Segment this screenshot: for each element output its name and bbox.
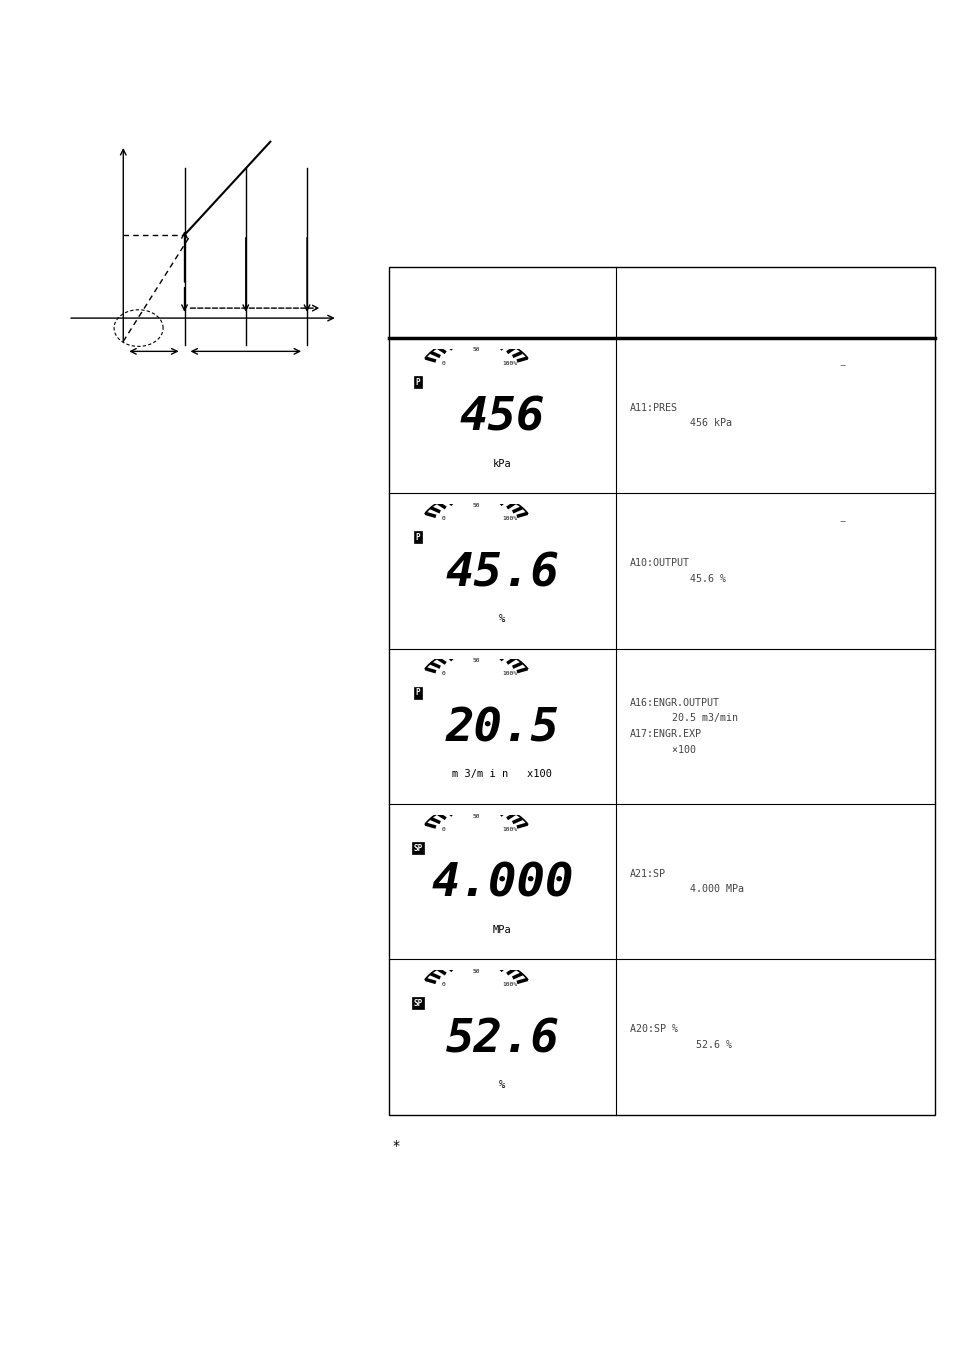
Text: 100%: 100% xyxy=(502,982,517,988)
Text: 50: 50 xyxy=(472,658,479,663)
Text: 0: 0 xyxy=(440,671,444,677)
Text: A10:OUTPUT
          45.6 %: A10:OUTPUT 45.6 % xyxy=(629,558,725,584)
Text: 100%: 100% xyxy=(502,516,517,521)
Text: 20.5: 20.5 xyxy=(445,707,558,751)
Text: 0: 0 xyxy=(440,982,444,988)
Text: 4.000: 4.000 xyxy=(431,862,573,907)
Text: *: * xyxy=(392,1139,398,1152)
Text: P: P xyxy=(416,377,419,386)
Text: MPa: MPa xyxy=(493,924,512,935)
Text: %: % xyxy=(498,1079,505,1090)
Text: 45.6: 45.6 xyxy=(445,551,558,596)
Text: SP: SP xyxy=(413,843,422,852)
Text: 52.6: 52.6 xyxy=(445,1017,558,1062)
Text: 0: 0 xyxy=(440,361,444,366)
Text: A20:SP %
           52.6 %: A20:SP % 52.6 % xyxy=(629,1024,731,1050)
Text: 50: 50 xyxy=(472,813,479,819)
Text: %: % xyxy=(498,613,505,624)
Text: 0: 0 xyxy=(440,516,444,521)
Text: 50: 50 xyxy=(472,347,479,353)
Text: A11:PRES
          456 kPa: A11:PRES 456 kPa xyxy=(629,403,731,428)
Text: 50: 50 xyxy=(472,969,479,974)
Text: 100%: 100% xyxy=(502,671,517,677)
Text: kPa: kPa xyxy=(493,458,512,469)
Text: m 3/m i n   x100: m 3/m i n x100 xyxy=(452,769,552,780)
Text: A16:ENGR.OUTPUT
       20.5 m3/min
A17:ENGR.EXP
       ×100: A16:ENGR.OUTPUT 20.5 m3/min A17:ENGR.EXP… xyxy=(629,697,738,755)
Text: 100%: 100% xyxy=(502,361,517,366)
Text: 100%: 100% xyxy=(502,827,517,832)
Text: 456: 456 xyxy=(459,396,545,440)
Text: –: – xyxy=(838,359,844,373)
Text: P: P xyxy=(416,688,419,697)
Text: SP: SP xyxy=(413,998,422,1008)
Text: P: P xyxy=(416,532,419,542)
Text: 0: 0 xyxy=(440,827,444,832)
Text: –: – xyxy=(838,515,844,528)
Text: A21:SP
          4.000 MPa: A21:SP 4.000 MPa xyxy=(629,869,743,894)
Text: 50: 50 xyxy=(472,503,479,508)
